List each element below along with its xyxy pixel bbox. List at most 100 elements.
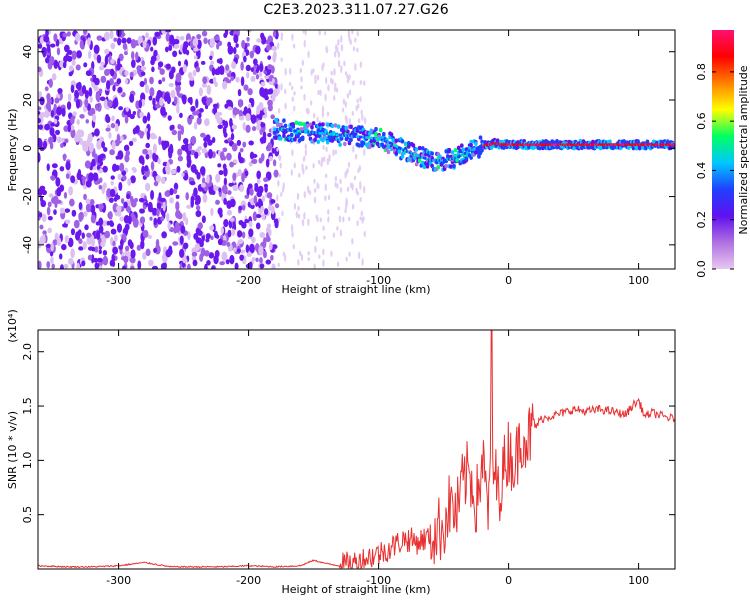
heatmap-cell — [469, 139, 473, 145]
heatmap-cell — [378, 127, 383, 133]
y-tick-label: -20 — [21, 188, 34, 206]
heatmap-cell — [307, 50, 310, 59]
heatmap-cell — [343, 60, 346, 67]
heatmap-cell — [322, 248, 325, 256]
heatmap-cell — [271, 263, 276, 269]
heatmap-cell — [149, 216, 153, 221]
heatmap-cell — [264, 74, 270, 80]
heatmap-cell — [205, 237, 210, 243]
heatmap-cell — [244, 170, 249, 177]
heatmap-cell — [313, 196, 317, 204]
heatmap-cell — [169, 197, 174, 204]
heatmap-cell — [304, 30, 307, 36]
heatmap-cell — [137, 260, 142, 269]
heatmap-cell — [207, 139, 213, 146]
heatmap-cell — [304, 148, 308, 157]
heatmap-cell — [145, 153, 150, 160]
heatmap-cell — [199, 166, 206, 176]
heatmap-cell — [284, 88, 287, 95]
heatmap-cell — [293, 202, 297, 210]
heatmap-cell — [170, 124, 175, 130]
heatmap-cell — [82, 175, 86, 186]
y-tick-label: 0.5 — [21, 506, 34, 524]
heatmap-cell — [126, 205, 131, 213]
heatmap-cell — [123, 201, 128, 209]
heatmap-cell — [297, 259, 300, 266]
heatmap-cell — [336, 45, 339, 53]
heatmap-cell — [360, 210, 363, 217]
heatmap-cell — [152, 152, 157, 162]
heatmap-cell — [357, 143, 361, 148]
heatmap-cell — [40, 195, 44, 203]
heatmap-cell — [221, 184, 228, 194]
heatmap-cell — [337, 59, 341, 68]
heatmap-cell — [195, 98, 199, 109]
heatmap-cell — [172, 50, 178, 58]
heatmap-cell — [104, 55, 109, 66]
heatmap-cell — [176, 104, 180, 114]
heatmap-cell — [305, 165, 308, 171]
heatmap-cell — [322, 259, 325, 268]
heatmap-cell — [169, 143, 174, 154]
heatmap-cell — [235, 76, 240, 83]
heatmap-cell — [224, 120, 229, 129]
heatmap-cell — [100, 61, 105, 66]
heatmap-cell — [280, 192, 283, 197]
heatmap-cell — [159, 68, 165, 75]
heatmap-cell — [83, 30, 87, 35]
heatmap-cell — [231, 124, 238, 130]
heatmap-cell — [246, 251, 252, 258]
heatmap-cell — [193, 47, 199, 52]
heatmap-cell — [251, 159, 257, 164]
heatmap-cell — [95, 230, 101, 240]
heatmap-cell — [312, 112, 316, 119]
heatmap-cell — [161, 231, 167, 239]
heatmap-cell — [298, 250, 302, 257]
heatmap-cell — [84, 90, 89, 100]
heatmap-cell — [241, 39, 246, 49]
heatmap-cell — [233, 159, 238, 164]
heatmap-cell — [309, 100, 313, 106]
heatmap-cell — [152, 36, 158, 46]
x-tick-label: 100 — [628, 574, 649, 587]
heatmap-cell — [343, 141, 347, 147]
heatmap-cell — [328, 153, 331, 162]
heatmap-cell — [356, 47, 359, 53]
heatmap-cell — [63, 192, 68, 199]
heatmap-cell — [84, 98, 89, 108]
heatmap-cell — [192, 259, 198, 267]
heatmap-cell — [386, 149, 391, 155]
heatmap-cell — [255, 257, 259, 263]
heatmap-cell — [300, 85, 303, 90]
heatmap-cell — [129, 256, 136, 264]
heatmap-cell — [249, 188, 254, 196]
heatmap-cell — [135, 51, 139, 61]
heatmap-cell — [206, 84, 212, 95]
heatmap-cell — [417, 145, 422, 151]
heatmap-cell — [98, 88, 103, 94]
heatmap-cell — [148, 259, 154, 267]
heatmap-cell — [124, 78, 129, 84]
heatmap-cell — [195, 66, 201, 73]
heatmap-cell — [122, 265, 127, 269]
heatmap-cell — [305, 107, 309, 115]
heatmap-cell — [265, 39, 270, 45]
heatmap-cell — [165, 63, 171, 70]
spectrogram-y-ticks: -40 -20 0 20 40 — [21, 45, 675, 254]
heatmap-cell — [342, 216, 345, 223]
heatmap-cell — [82, 241, 87, 250]
heatmap-cell — [239, 184, 245, 192]
heatmap-cell — [143, 77, 148, 85]
heatmap-cell — [41, 46, 47, 56]
heatmap-cell — [185, 192, 189, 201]
heatmap-cell — [162, 111, 168, 116]
heatmap-cell — [83, 145, 89, 152]
heatmap-cell — [336, 124, 341, 129]
heatmap-cell — [161, 77, 166, 82]
snr-y-label: SNR (10 * v/v) — [6, 411, 19, 489]
heatmap-cell — [88, 172, 94, 182]
heatmap-cell — [303, 212, 306, 220]
heatmap-cell — [93, 257, 99, 263]
heatmap-cell — [223, 132, 228, 138]
heatmap-cell — [87, 254, 93, 261]
